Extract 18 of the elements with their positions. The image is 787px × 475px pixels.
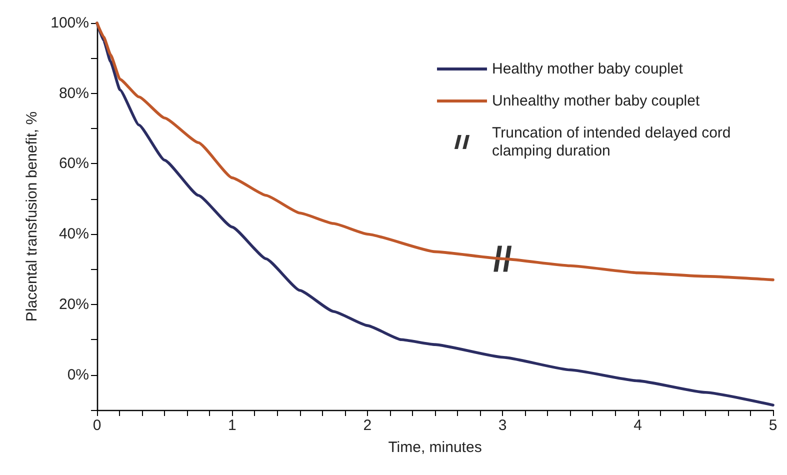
legend-label: Healthy mother baby couplet — [492, 60, 684, 78]
line-series — [96, 22, 774, 282]
y-tick-label: 80% — [58, 84, 89, 102]
y-tick-label: 0% — [67, 366, 89, 384]
x-tick-label: 3 — [498, 417, 507, 434]
y-tick-label: 100% — [50, 14, 89, 32]
x-tick-label: 5 — [768, 417, 778, 434]
x-tick-label: 0 — [92, 417, 102, 434]
x-tick-label: 2 — [363, 417, 372, 434]
legend-label: Unhealthy mother baby couplet — [492, 92, 700, 110]
x-tick-label: 4 — [634, 417, 642, 434]
y-tick-label: 40% — [58, 226, 89, 243]
y-tick-label: 60% — [58, 155, 89, 172]
legend-label: Truncation of intended delayed cord clamping duration — [492, 124, 735, 160]
y-tick-label: 20% — [58, 296, 89, 313]
x-axis-title: Time, minutes — [388, 439, 482, 456]
x-tick-label: 1 — [228, 417, 236, 434]
y-axis-title: Placental transfusion benefit, % — [24, 111, 41, 322]
